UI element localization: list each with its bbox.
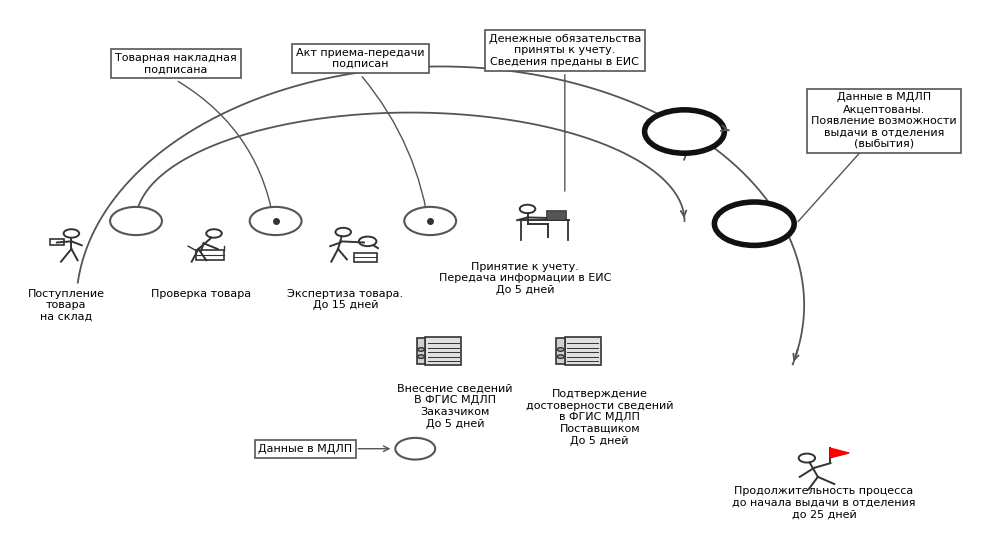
Text: Подтверждение
достоверности сведений
в ФГИС МДЛП
Поставщиком
До 5 дней: Подтверждение достоверности сведений в Ф… xyxy=(526,389,673,446)
Bar xyxy=(425,337,461,365)
Text: Данные в МДЛП: Данные в МДЛП xyxy=(258,444,353,454)
Bar xyxy=(548,213,565,219)
Text: Товарная накладная
подписана: Товарная накладная подписана xyxy=(115,53,237,75)
Bar xyxy=(50,239,64,245)
Bar xyxy=(354,253,377,262)
Circle shape xyxy=(395,438,435,459)
Circle shape xyxy=(418,355,424,359)
Circle shape xyxy=(557,355,564,359)
Text: Экспертиза товара.
До 15 дней: Экспертиза товара. До 15 дней xyxy=(287,289,403,311)
Circle shape xyxy=(250,207,302,235)
Bar xyxy=(417,338,425,364)
Bar xyxy=(556,338,565,364)
Circle shape xyxy=(404,207,456,235)
Text: Продолжительность процесса
до начала выдачи в отделения
до 25 дней: Продолжительность процесса до начала выд… xyxy=(732,486,916,519)
Text: Внесение сведений
В ФГИС МДЛП
Заказчиком
До 5 дней: Внесение сведений В ФГИС МДЛП Заказчиком… xyxy=(397,384,513,428)
Circle shape xyxy=(557,348,564,352)
Circle shape xyxy=(418,348,424,352)
Text: Проверка товара: Проверка товара xyxy=(151,289,251,299)
Bar xyxy=(565,337,601,365)
Circle shape xyxy=(714,202,794,245)
Bar xyxy=(547,211,566,220)
Circle shape xyxy=(645,110,724,153)
Circle shape xyxy=(110,207,162,235)
Text: Денежные обязательства
приняты к учету.
Сведения преданы в ЕИС: Денежные обязательства приняты к учету. … xyxy=(489,34,641,67)
Bar xyxy=(196,250,224,261)
Text: Данные в МДЛП
Акцептованы.
Появление возможности
выдачи в отделения
(выбытия): Данные в МДЛП Акцептованы. Появление воз… xyxy=(811,93,957,149)
Text: Принятие к учету.
Передача информации в ЕИС
До 5 дней: Принятие к учету. Передача информации в … xyxy=(439,262,611,295)
Text: Акт приема-передачи
подписан: Акт приема-передачи подписан xyxy=(296,47,425,69)
Text: Поступление
товара
на склад: Поступление товара на склад xyxy=(28,289,105,322)
Polygon shape xyxy=(830,448,849,458)
